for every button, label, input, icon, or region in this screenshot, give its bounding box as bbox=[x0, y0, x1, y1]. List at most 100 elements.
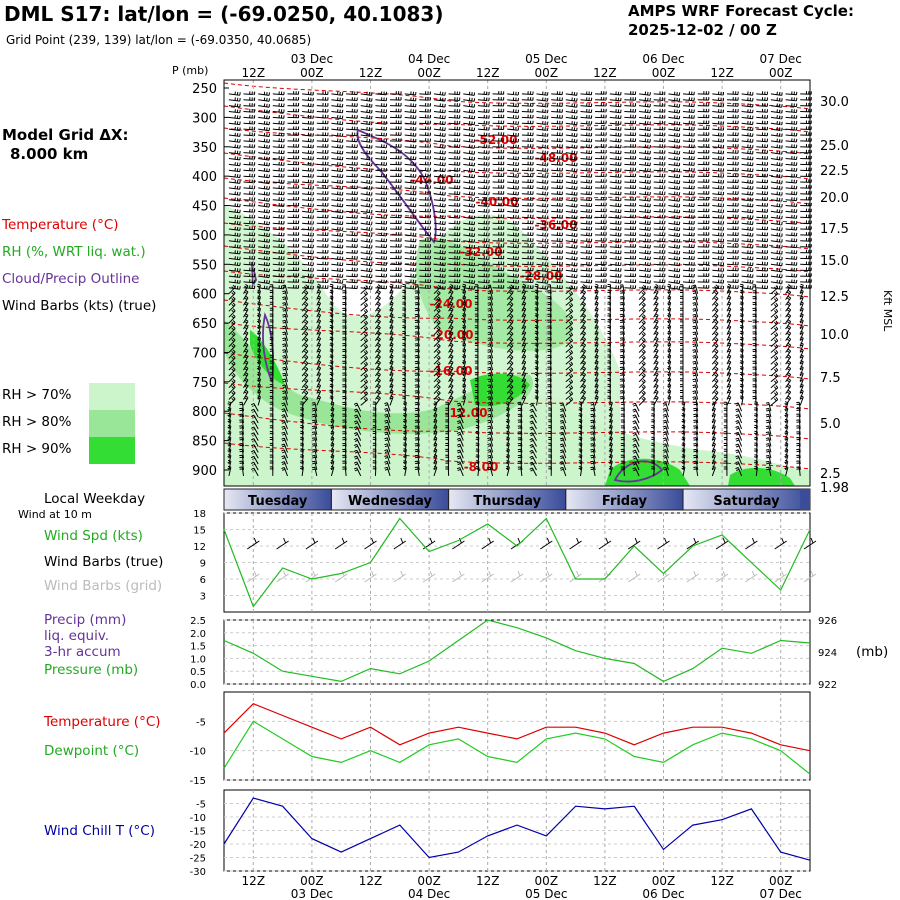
wind-barb bbox=[360, 209, 373, 214]
wind-barb bbox=[551, 197, 563, 201]
wind-barb bbox=[507, 120, 519, 125]
wind-barb bbox=[302, 273, 314, 278]
wind-barb bbox=[419, 249, 431, 254]
legend-wind-barbs-grid: Wind Barbs (grid) bbox=[44, 578, 163, 594]
wind-barb bbox=[726, 97, 739, 101]
wind-barb bbox=[477, 267, 490, 272]
wind-barb bbox=[559, 449, 567, 459]
wind-barb bbox=[536, 91, 549, 96]
wind-barb bbox=[551, 191, 563, 196]
pressure-axis-label: P (mb) bbox=[172, 64, 208, 77]
wind-barb bbox=[536, 179, 549, 184]
wind-barb bbox=[692, 319, 699, 330]
wind-barb bbox=[741, 250, 754, 255]
wind-barb bbox=[785, 290, 792, 300]
wind-barb bbox=[360, 338, 368, 347]
wind-barb bbox=[404, 238, 417, 243]
wind-barb bbox=[624, 126, 637, 131]
wind-barb bbox=[632, 443, 640, 453]
wind-barb bbox=[414, 354, 420, 365]
temperature-contour-line bbox=[223, 299, 811, 327]
wind-barb bbox=[536, 250, 549, 255]
wind-barb bbox=[682, 114, 695, 119]
wind-barb bbox=[374, 331, 381, 341]
wind-barb bbox=[580, 325, 587, 336]
wind-barb bbox=[375, 232, 388, 237]
wind-barb bbox=[639, 273, 651, 278]
wind-barb bbox=[375, 91, 388, 96]
wind-barb bbox=[619, 290, 625, 300]
wind-barb bbox=[682, 103, 695, 108]
wind-barb bbox=[477, 255, 490, 260]
wind-barb bbox=[712, 150, 725, 155]
wind-barb bbox=[735, 431, 743, 441]
wind-barb bbox=[477, 173, 490, 178]
wind-barb bbox=[302, 167, 314, 172]
wind-barb bbox=[433, 179, 446, 184]
wind-barb bbox=[302, 97, 314, 102]
wind-barb bbox=[404, 203, 417, 208]
wind-barb bbox=[477, 132, 490, 137]
wind-barb bbox=[765, 419, 772, 430]
wind-barb bbox=[726, 196, 739, 201]
wind-barb bbox=[375, 167, 388, 172]
wind-barb bbox=[668, 121, 681, 126]
wind-barb bbox=[243, 150, 256, 154]
temperature-contour-line bbox=[223, 82, 811, 110]
wind-barb bbox=[272, 167, 285, 172]
wind-barb bbox=[487, 402, 494, 412]
wind-barb bbox=[756, 167, 768, 172]
wind-barb bbox=[770, 109, 783, 114]
wind-barb bbox=[653, 202, 666, 207]
wind-barb bbox=[668, 179, 681, 185]
wind-barb bbox=[281, 467, 288, 477]
wind-barb bbox=[595, 149, 607, 154]
wind-barb bbox=[741, 103, 754, 108]
date-label: 05 Dec bbox=[525, 887, 567, 900]
grid-wind-barb bbox=[540, 570, 553, 583]
wind-barb bbox=[697, 185, 710, 189]
wind-barb bbox=[414, 390, 420, 400]
rh90-swatch bbox=[89, 437, 135, 464]
wind-barb bbox=[580, 173, 593, 178]
wind-barb bbox=[609, 267, 622, 272]
wind-barb bbox=[595, 138, 607, 142]
wind-barb bbox=[287, 226, 300, 230]
wind-barb bbox=[752, 284, 757, 294]
height-tick-label: 12.5 bbox=[820, 290, 849, 305]
wind-barb bbox=[653, 155, 666, 160]
wind-barb bbox=[726, 208, 739, 213]
wind-barb bbox=[521, 161, 534, 166]
wind-barb bbox=[433, 132, 446, 137]
wind-barb bbox=[624, 149, 637, 154]
wind-barb bbox=[619, 384, 625, 394]
wind-barb bbox=[346, 232, 358, 237]
legend-local-weekday: Local Weekday bbox=[44, 491, 146, 507]
wind-barb bbox=[741, 214, 754, 220]
wind-barb bbox=[342, 407, 347, 418]
wind-barb bbox=[375, 97, 388, 102]
wind-barb bbox=[256, 395, 261, 406]
wind-barb bbox=[580, 389, 587, 400]
wind-barb bbox=[404, 109, 417, 114]
wind-barb bbox=[653, 208, 666, 213]
wind-barb bbox=[316, 285, 329, 289]
wind-barb bbox=[517, 448, 523, 459]
wind-barb bbox=[316, 208, 329, 213]
wind-barb bbox=[463, 285, 476, 290]
temperature-panel-tick-label: -5 bbox=[196, 717, 206, 728]
wind-barb bbox=[463, 132, 476, 137]
wind-barb bbox=[609, 256, 622, 261]
wind-barb bbox=[477, 191, 490, 196]
wind-barb bbox=[609, 150, 622, 155]
wind-barb bbox=[342, 466, 347, 476]
wind-barb bbox=[448, 91, 461, 96]
wind-barb bbox=[281, 443, 288, 453]
wind-barb bbox=[243, 208, 256, 213]
wind-barb bbox=[590, 413, 596, 424]
wind-barb bbox=[282, 331, 288, 341]
wind-barb bbox=[360, 256, 373, 261]
wind-barb bbox=[752, 354, 757, 365]
hour-label: 12Z bbox=[593, 874, 617, 888]
wind-barb bbox=[492, 202, 505, 207]
